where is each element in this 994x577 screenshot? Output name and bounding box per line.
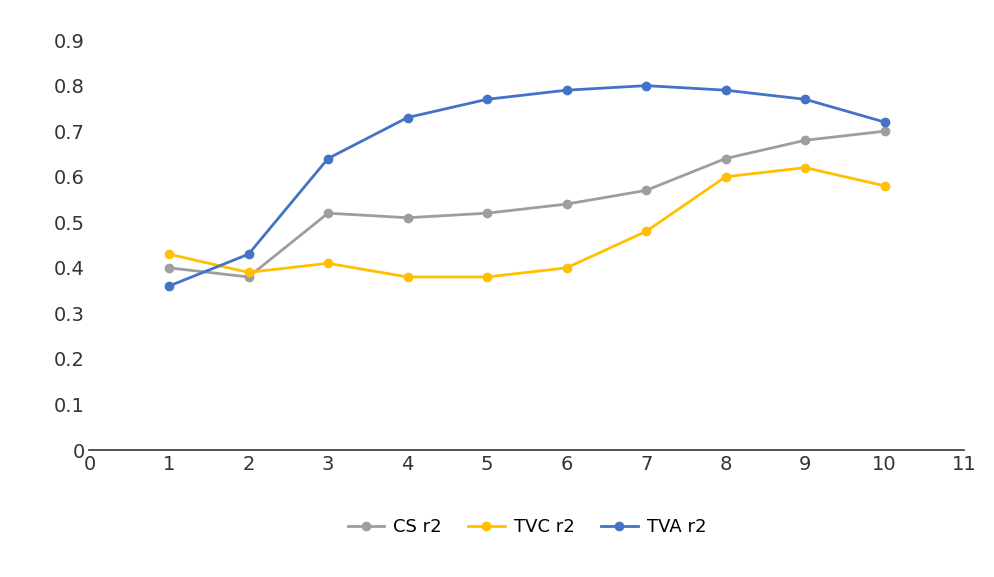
TVA r2 [243,251,254,258]
Legend: CS r2, TVC r2, TVA r2: CS r2, TVC r2, TVA r2 [340,511,714,544]
CS r2 [640,187,652,194]
TVC r2 [720,173,732,180]
Line: CS r2: CS r2 [165,127,889,281]
CS r2 [163,264,175,271]
TVC r2 [402,273,414,280]
Line: TVA r2: TVA r2 [165,81,889,290]
TVA r2 [879,119,891,126]
TVC r2 [879,182,891,189]
TVA r2 [163,283,175,290]
CS r2 [720,155,732,162]
TVC r2 [640,228,652,235]
TVA r2 [481,96,493,103]
TVA r2 [322,155,334,162]
CS r2 [322,209,334,216]
CS r2 [799,137,811,144]
TVC r2 [322,260,334,267]
CS r2 [402,214,414,221]
TVA r2 [799,96,811,103]
TVC r2 [561,264,573,271]
CS r2 [243,273,254,280]
TVA r2 [402,114,414,121]
TVC r2 [481,273,493,280]
CS r2 [879,128,891,134]
TVC r2 [799,164,811,171]
TVA r2 [640,82,652,89]
TVC r2 [163,251,175,258]
Line: TVC r2: TVC r2 [165,163,889,281]
TVA r2 [720,87,732,93]
TVC r2 [243,269,254,276]
CS r2 [561,201,573,208]
CS r2 [481,209,493,216]
TVA r2 [561,87,573,93]
